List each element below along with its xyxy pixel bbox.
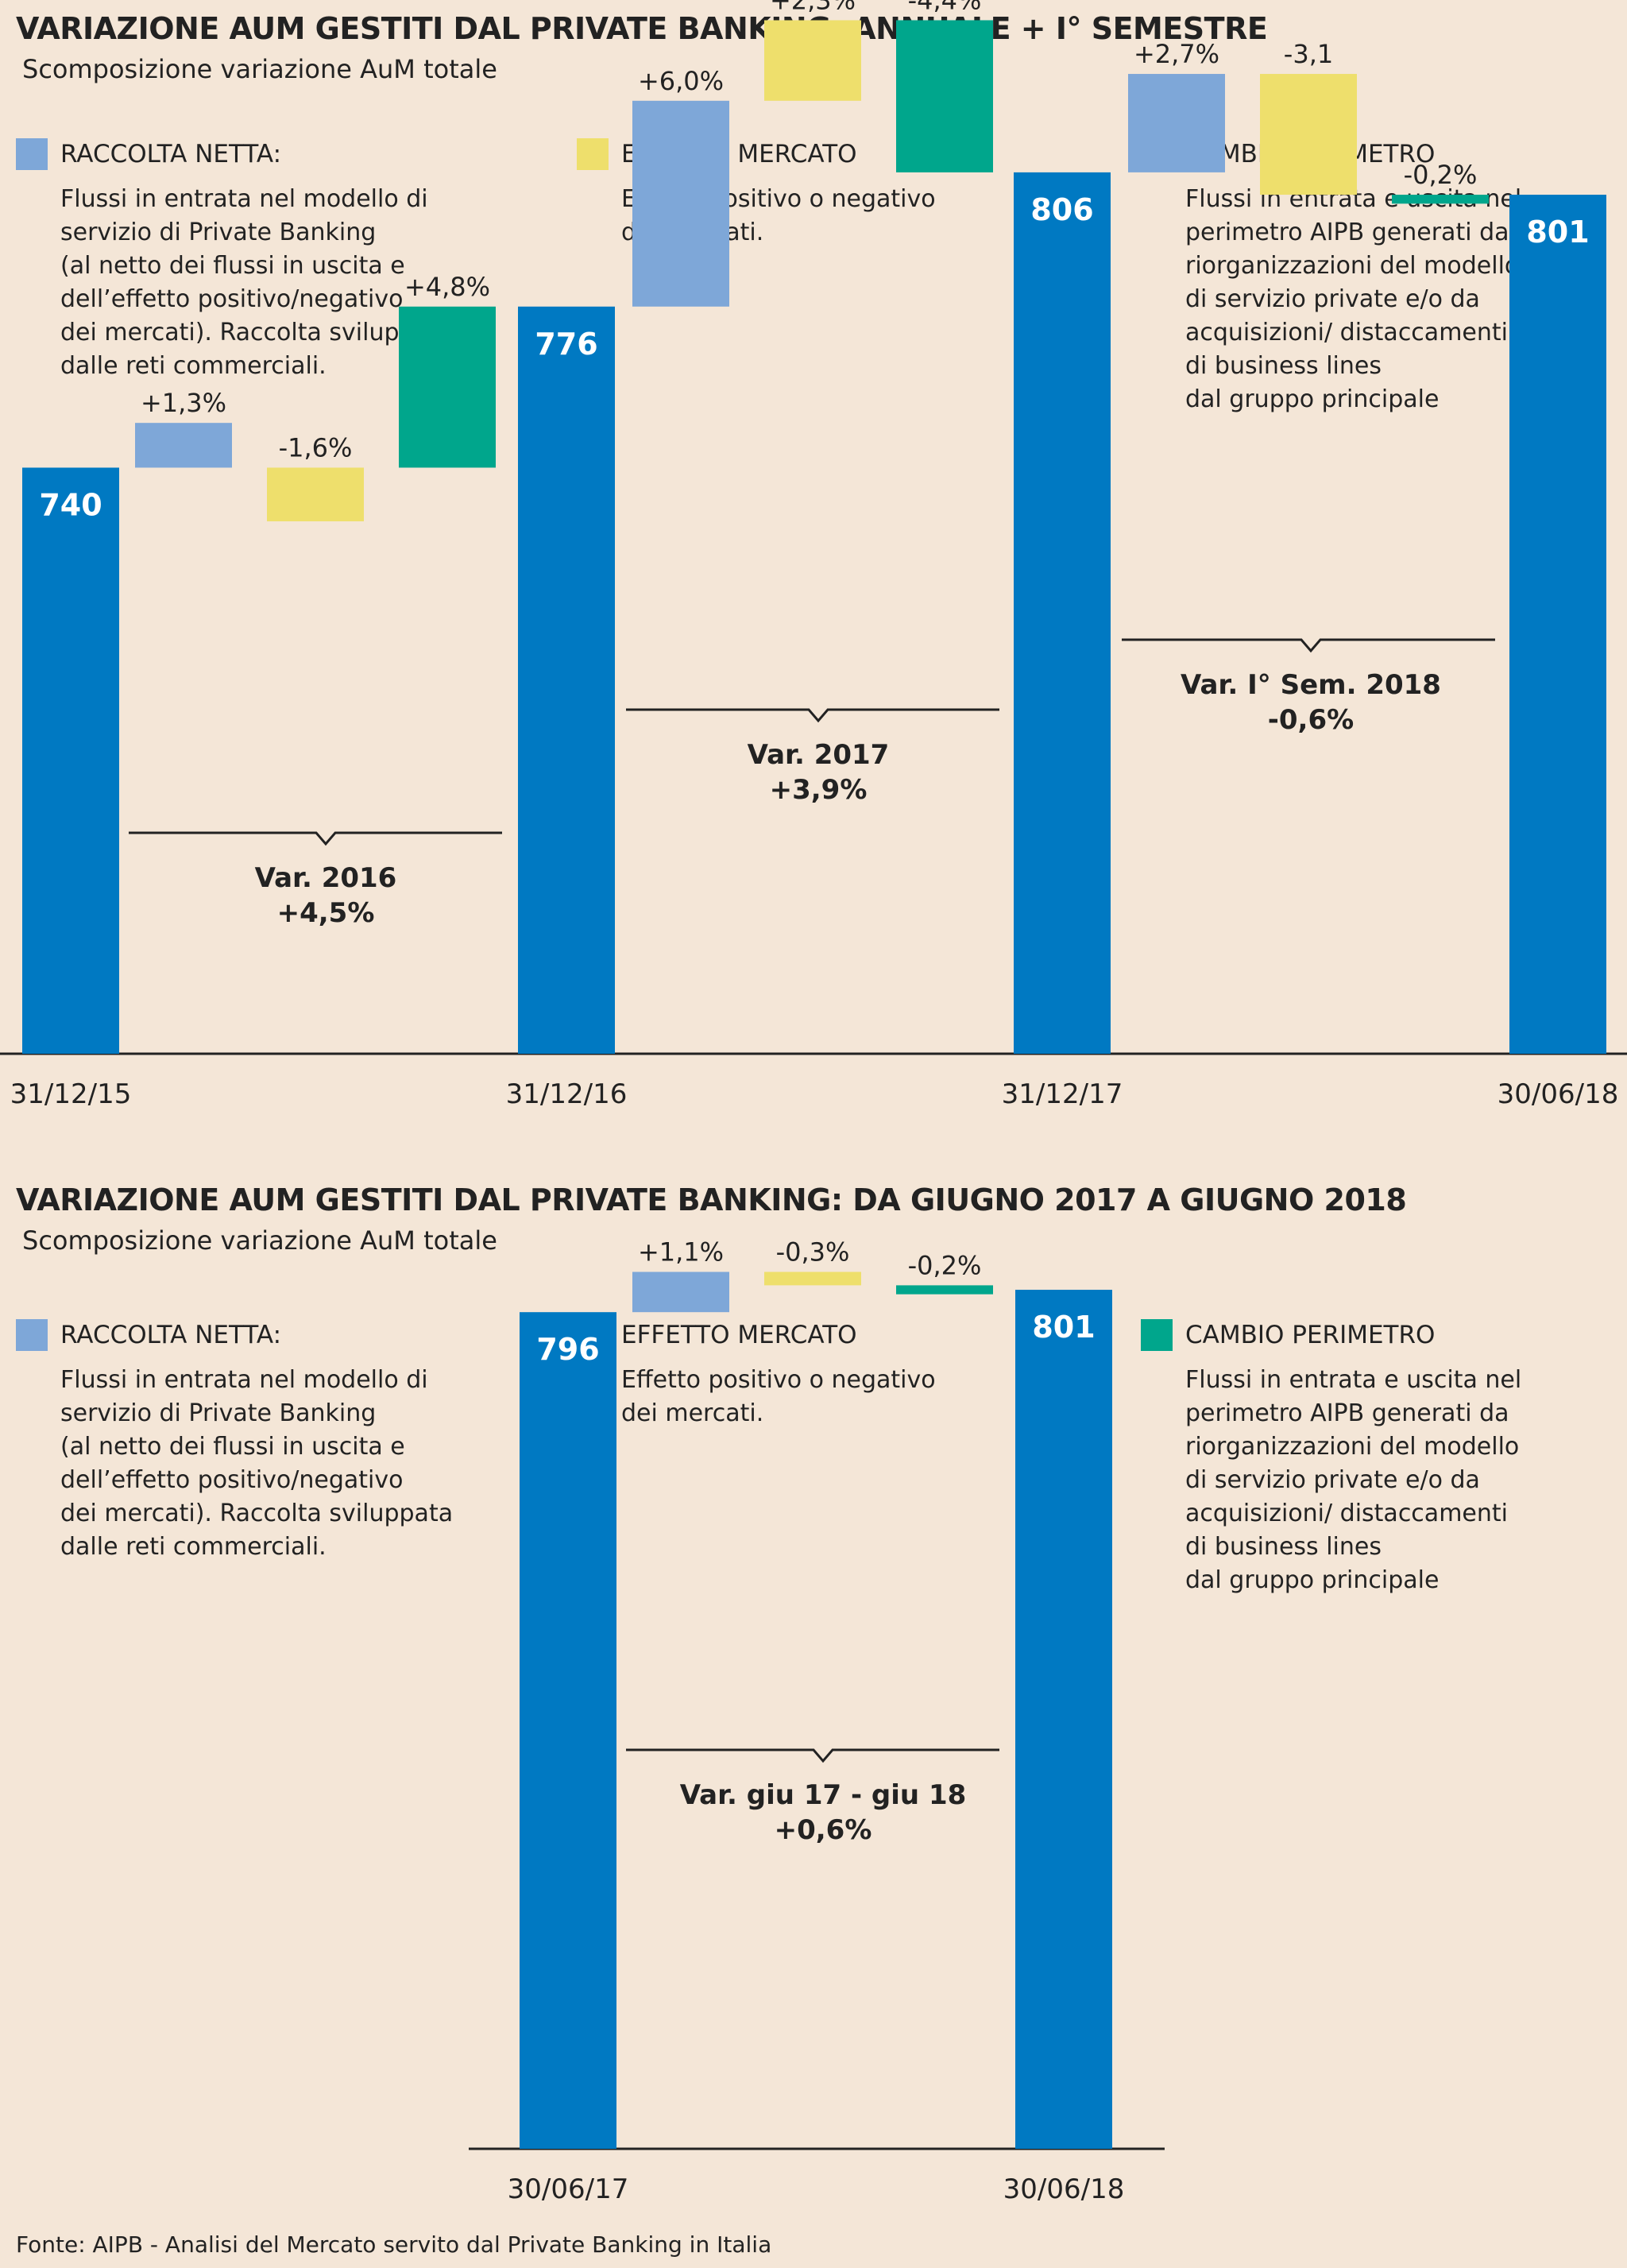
chart-title: VARIAZIONE AUM GESTITI DAL PRIVATE BANKI… bbox=[16, 11, 1268, 46]
legend-label: EFFETTO MERCATO bbox=[621, 1321, 857, 1349]
variation-value: -0,6% bbox=[1268, 704, 1354, 736]
x-tick-label: 31/12/17 bbox=[1002, 1078, 1123, 1110]
legend-label: RACCOLTA NETTA: bbox=[60, 140, 282, 168]
x-tick-label: 31/12/15 bbox=[10, 1078, 132, 1110]
level-value-label: 806 bbox=[1030, 192, 1093, 227]
variation-bracket bbox=[626, 708, 999, 723]
step-value-label: +6,0% bbox=[638, 66, 724, 96]
chart-subtitle: Scomposizione variazione AuM totale bbox=[22, 1225, 497, 1256]
step-value-label: +2,3% bbox=[770, 0, 856, 15]
legend-label: RACCOLTA NETTA: bbox=[60, 1321, 282, 1349]
step-bar-raccolta bbox=[632, 100, 729, 307]
variation-label: Var. 2017 bbox=[748, 739, 890, 771]
step-value-label: -0,2% bbox=[908, 1250, 982, 1280]
variation-value: +4,5% bbox=[277, 897, 375, 929]
level-bar bbox=[518, 306, 615, 1054]
variation-value: +0,6% bbox=[775, 1814, 872, 1846]
level-value-label: 801 bbox=[1526, 215, 1589, 250]
level-value-label: 740 bbox=[39, 487, 102, 522]
step-value-label: -0,2% bbox=[1404, 160, 1478, 190]
step-value-label: -0,3% bbox=[776, 1237, 850, 1268]
variation-label: Var. 2016 bbox=[255, 862, 397, 894]
step-bar-mercato bbox=[267, 467, 364, 522]
step-value-label: +1,1% bbox=[638, 1237, 724, 1268]
level-bar bbox=[520, 1312, 616, 2149]
raccolta-swatch-icon bbox=[16, 138, 48, 170]
level-bar bbox=[1015, 1290, 1112, 2149]
level-bar bbox=[1014, 172, 1111, 1054]
level-bar bbox=[22, 467, 119, 1054]
x-tick-label: 30/06/18 bbox=[1003, 2173, 1125, 2205]
waterfall-chart-2: 796 30/06/17 801 30/06/18 +1,1% -0,3% -0,2% Var… bbox=[469, 1237, 1165, 2205]
x-tick-label: 30/06/17 bbox=[508, 2173, 629, 2205]
raccolta-swatch-icon bbox=[16, 1319, 48, 1351]
chart-title: VARIAZIONE AUM GESTITI DAL PRIVATE BANKI… bbox=[16, 1182, 1407, 1217]
perimetro-swatch-icon bbox=[1141, 1319, 1173, 1351]
variation-bracket bbox=[129, 831, 502, 846]
legend-description: Flussi in entrata e uscita nel perimetro… bbox=[1185, 1366, 1522, 1594]
legend-description: Flussi in entrata e uscita nel perimetro… bbox=[1185, 185, 1522, 413]
step-bar-mercato bbox=[764, 1271, 861, 1286]
legend-label: CAMBIO PERIMETRO bbox=[1185, 1321, 1436, 1349]
step-bar-perimetro bbox=[1392, 195, 1489, 204]
step-value-label: +4,8% bbox=[404, 272, 490, 302]
step-bar-perimetro bbox=[399, 306, 496, 468]
level-value-label: 776 bbox=[535, 327, 597, 362]
variation-bracket bbox=[626, 1748, 999, 1763]
source-footer: Fonte: AIPB - Analisi del Mercato servit… bbox=[16, 2231, 772, 2258]
step-bar-perimetro bbox=[896, 20, 993, 172]
variation-bracket bbox=[1122, 638, 1495, 653]
step-value-label: -3,1 bbox=[1284, 39, 1333, 69]
level-bar bbox=[1509, 195, 1606, 1054]
step-bar-raccolta bbox=[135, 423, 232, 468]
chart-subtitle: Scomposizione variazione AuM totale bbox=[22, 54, 497, 84]
step-value-label: -4,4% bbox=[908, 0, 982, 15]
chart-section-2: VARIAZIONE AUM GESTITI DAL PRIVATE BANKI… bbox=[0, 1128, 1627, 2225]
mercato-swatch-icon bbox=[577, 138, 609, 170]
step-bar-perimetro bbox=[896, 1285, 993, 1295]
waterfall-chart-1: 740 31/12/15 776 31/12/16 806 31/12/17 801 30/0… bbox=[0, 0, 1627, 1110]
step-bar-raccolta bbox=[632, 1271, 729, 1313]
x-tick-label: 31/12/16 bbox=[506, 1078, 628, 1110]
level-value-label: 801 bbox=[1032, 1310, 1095, 1345]
variation-label: Var. giu 17 - giu 18 bbox=[680, 1779, 967, 1811]
step-bar-raccolta bbox=[1128, 74, 1225, 172]
step-bar-mercato bbox=[1260, 74, 1357, 195]
legend-description: Flussi in entrata nel modello di servizi… bbox=[60, 1366, 454, 1561]
step-bar-mercato bbox=[764, 20, 861, 101]
legend-description: Effetto positivo o negativo dei mercati. bbox=[621, 1366, 936, 1427]
step-value-label: +2,7% bbox=[1134, 39, 1219, 69]
variation-label: Var. I° Sem. 2018 bbox=[1181, 669, 1441, 701]
chart-section-1: VARIAZIONE AUM GESTITI DAL PRIVATE BANKI… bbox=[0, 0, 1627, 1128]
level-value-label: 796 bbox=[536, 1332, 599, 1367]
step-value-label: +1,3% bbox=[141, 388, 226, 418]
x-tick-label: 30/06/18 bbox=[1498, 1078, 1619, 1110]
step-value-label: -1,6% bbox=[279, 432, 353, 463]
variation-value: +3,9% bbox=[770, 774, 868, 806]
legend-description: Flussi in entrata nel modello di servizi… bbox=[60, 185, 454, 380]
